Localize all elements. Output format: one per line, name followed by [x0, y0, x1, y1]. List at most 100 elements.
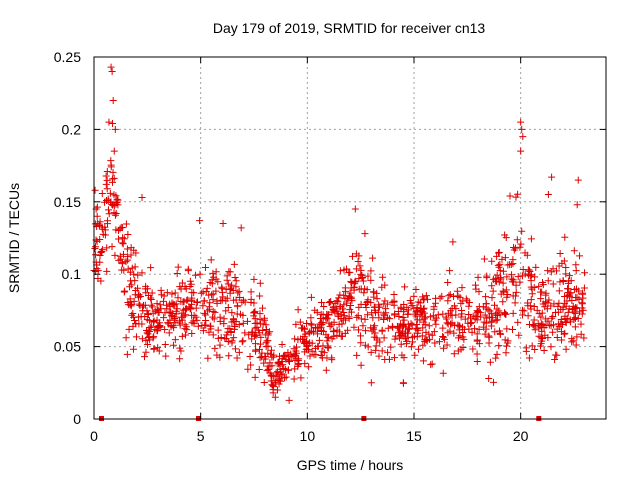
data-point — [123, 245, 131, 253]
data-point — [230, 334, 238, 342]
data-point — [414, 345, 422, 353]
data-point — [144, 340, 152, 348]
data-point — [301, 330, 309, 338]
data-point — [182, 331, 190, 339]
data-point — [363, 298, 371, 306]
data-point — [235, 348, 243, 356]
data-point — [291, 335, 299, 343]
data-point — [285, 396, 293, 404]
data-point — [220, 320, 228, 328]
data-point — [163, 289, 171, 297]
data-point — [420, 304, 428, 312]
data-point — [378, 347, 386, 355]
data-point — [292, 320, 300, 328]
data-point — [549, 313, 557, 321]
data-point — [338, 320, 346, 328]
data-point — [573, 294, 581, 302]
data-point — [290, 345, 298, 353]
data-point — [161, 341, 169, 349]
data-point — [307, 314, 315, 322]
data-point — [530, 302, 538, 310]
data-point — [539, 334, 547, 342]
data-point — [328, 356, 336, 364]
data-point — [201, 264, 209, 272]
data-point — [218, 296, 226, 304]
data-point — [160, 292, 168, 300]
data-point — [305, 363, 313, 371]
data-point — [238, 338, 246, 346]
data-point — [213, 351, 221, 359]
data-point — [370, 325, 378, 333]
data-point — [320, 302, 328, 310]
data-point — [132, 333, 140, 341]
data-point — [466, 314, 474, 322]
data-point — [186, 283, 194, 291]
data-point — [267, 350, 275, 358]
data-point — [228, 281, 236, 289]
data-point — [196, 270, 204, 278]
data-point — [423, 337, 431, 345]
data-point — [517, 240, 525, 248]
data-point — [232, 277, 240, 285]
data-point — [397, 340, 405, 348]
data-point — [188, 329, 196, 337]
data-point — [508, 271, 516, 279]
data-point — [368, 327, 376, 335]
data-point — [289, 352, 297, 360]
data-point — [269, 389, 277, 397]
data-point — [324, 342, 332, 350]
data-point — [473, 330, 481, 338]
data-point — [567, 289, 575, 297]
data-point — [153, 306, 161, 314]
data-point — [557, 316, 565, 324]
data-point — [340, 308, 348, 316]
data-point — [496, 267, 504, 275]
data-point — [462, 295, 470, 303]
data-point — [322, 314, 330, 322]
data-point — [177, 313, 185, 321]
data-point — [146, 323, 154, 331]
data-point — [503, 273, 511, 281]
data-point — [430, 328, 438, 336]
data-point — [367, 267, 375, 275]
data-point — [486, 358, 494, 366]
data-point — [169, 341, 177, 349]
data-point — [524, 299, 532, 307]
data-point — [538, 309, 546, 317]
data-point — [439, 369, 447, 377]
data-point — [218, 283, 226, 291]
data-point — [380, 312, 388, 320]
data-point — [537, 295, 545, 303]
data-point — [272, 379, 280, 387]
data-point — [444, 320, 452, 328]
data-point — [576, 252, 584, 260]
data-point — [473, 316, 481, 324]
data-point — [311, 306, 319, 314]
data-point — [542, 291, 550, 299]
data-point — [491, 328, 499, 336]
data-point — [149, 318, 157, 326]
data-point — [424, 295, 432, 303]
data-point — [97, 277, 105, 285]
data-point — [104, 206, 112, 214]
data-point — [164, 319, 172, 327]
data-point — [518, 227, 526, 235]
data-point — [414, 308, 422, 316]
data-point — [97, 248, 105, 256]
data-point — [553, 325, 561, 333]
data-point — [212, 268, 220, 276]
data-point — [450, 329, 458, 337]
data-point — [93, 212, 101, 220]
data-point — [217, 334, 225, 342]
data-point — [280, 374, 288, 382]
data-point — [270, 351, 278, 359]
data-point — [171, 336, 179, 344]
data-point — [372, 346, 380, 354]
data-point — [211, 344, 219, 352]
data-point — [268, 372, 276, 380]
data-point — [312, 324, 320, 332]
data-point — [548, 173, 556, 181]
data-point — [498, 255, 506, 263]
axis-ticks — [93, 56, 606, 420]
data-point — [447, 311, 455, 319]
